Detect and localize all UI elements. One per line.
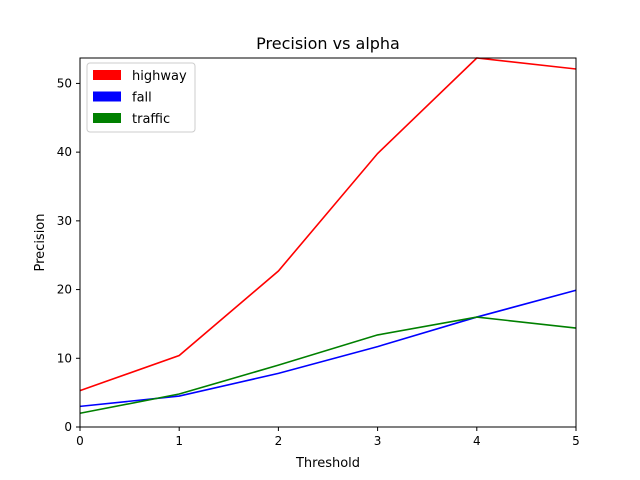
y-tick-label: 30 xyxy=(57,214,72,228)
y-tick-label: 40 xyxy=(57,145,72,159)
plot-frame xyxy=(79,57,577,428)
x-axis-ticks: 0 1 2 3 4 5 xyxy=(76,427,580,448)
chart-title: Precision vs alpha xyxy=(256,34,400,53)
series-line-highway xyxy=(79,57,577,392)
legend-label-traffic: traffic xyxy=(132,112,170,127)
y-axis-ticks: 0 10 20 30 40 50 xyxy=(57,76,80,434)
x-axis-label: Threshold xyxy=(295,456,360,471)
legend-swatch-fall xyxy=(93,91,121,102)
series-line-fall xyxy=(79,289,577,408)
legend-label-fall: fall xyxy=(132,91,152,106)
x-tick-label: 0 xyxy=(76,434,84,448)
x-tick-label: 3 xyxy=(374,434,382,448)
legend-swatch-highway xyxy=(93,70,121,80)
y-tick-label: 50 xyxy=(57,76,72,90)
y-tick-label: 0 xyxy=(64,420,72,434)
series-line-traffic xyxy=(79,316,577,415)
y-tick-label: 10 xyxy=(57,351,72,365)
legend-label-highway: highway xyxy=(132,69,187,84)
y-tick-label: 20 xyxy=(57,283,72,297)
legend: highway fall traffic xyxy=(86,62,196,133)
x-tick-label: 2 xyxy=(275,434,283,448)
x-tick-label: 4 xyxy=(473,434,481,448)
legend-swatch-traffic xyxy=(93,113,121,123)
x-tick-label: 1 xyxy=(175,434,183,448)
y-axis-label: Precision xyxy=(33,213,48,271)
series-layer xyxy=(79,57,577,415)
x-tick-label: 5 xyxy=(572,434,580,448)
